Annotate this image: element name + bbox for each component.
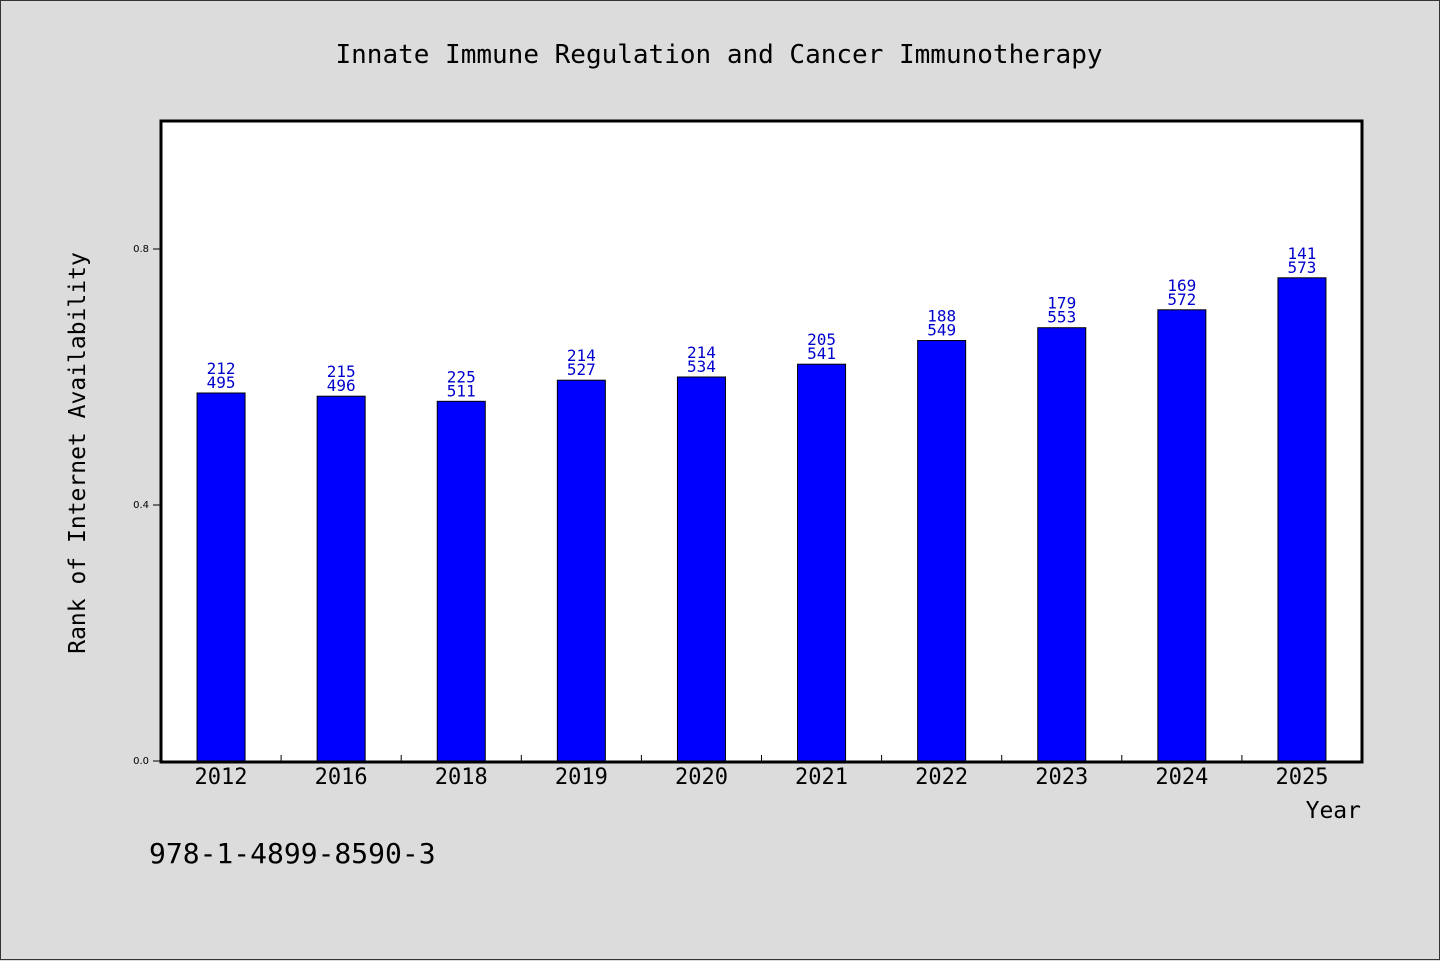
- x-tick-label-2023: 2023: [1035, 765, 1088, 790]
- x-tick-label-2025: 2025: [1275, 765, 1328, 790]
- x-tick-label-2022: 2022: [915, 765, 968, 790]
- bar-label-top-2012: 212: [207, 359, 236, 378]
- bar-label-top-2021: 205: [807, 330, 836, 349]
- bar-label-bottom-2025: 573: [1287, 258, 1316, 277]
- x-tick-label-2012: 2012: [195, 765, 248, 790]
- bar-2012: [196, 392, 246, 762]
- bar-label-bottom-2016: 496: [327, 376, 356, 395]
- x-tick-label-2018: 2018: [435, 765, 488, 790]
- x-tick-label-2024: 2024: [1155, 765, 1208, 790]
- bar-label-bottom-2012: 495: [207, 373, 236, 392]
- x-axis: 2012 2016 2018 2019 2020 2021 2022 2023 2024 2025: [195, 755, 1328, 790]
- bar-2022: [917, 340, 967, 762]
- bar-label-top-2019: 214: [567, 346, 596, 365]
- bar-label-bottom-2022: 549: [927, 321, 956, 340]
- bar-label-bottom-2021: 541: [807, 344, 836, 363]
- bar-label-top-2024: 169: [1167, 276, 1196, 295]
- bar-label-bottom-2024: 572: [1167, 290, 1196, 309]
- chart-title: Innate Immune Regulation and Cancer Immu…: [335, 40, 1102, 70]
- bar-label-bottom-2019: 527: [567, 360, 596, 379]
- bar-2023: [1037, 327, 1087, 762]
- bar-label-top-2016: 215: [327, 362, 356, 381]
- isbn-label: 978-1-4899-8590-3: [149, 837, 436, 870]
- x-tick-label-2021: 2021: [795, 765, 848, 790]
- bar-2024: [1157, 309, 1207, 762]
- bar-label-bottom-2018: 511: [447, 381, 476, 400]
- bar-2025: [1277, 277, 1327, 762]
- y-tick-label-0.8: 0.8: [133, 244, 149, 255]
- bar-2018: [436, 400, 486, 762]
- bar-label-bottom-2020: 534: [687, 357, 716, 376]
- bar-label-top-2023: 179: [1047, 294, 1076, 313]
- bar-2021: [797, 363, 847, 762]
- bar-label-top-2025: 141: [1287, 244, 1316, 263]
- bar-label-top-2022: 188: [927, 307, 956, 326]
- x-tick-label-2020: 2020: [675, 765, 728, 790]
- y-tick-label-0.0: 0.0: [133, 756, 149, 767]
- bar-2016: [316, 395, 366, 762]
- y-tick-label-0.4: 0.4: [133, 500, 149, 511]
- bar-2020: [676, 376, 726, 762]
- bar-2019: [556, 379, 606, 762]
- x-tick-label-2019: 2019: [555, 765, 608, 790]
- bar-label-top-2020: 214: [687, 343, 716, 362]
- bar-label-bottom-2023: 553: [1047, 308, 1076, 327]
- bar-label-top-2018: 225: [447, 367, 476, 386]
- x-tick-label-2016: 2016: [315, 765, 368, 790]
- y-axis-label: Rank of Internet Availability: [65, 252, 91, 654]
- x-axis-label: Year: [1306, 798, 1361, 824]
- y-axis: 0.0 0.4 0.8: [133, 244, 161, 767]
